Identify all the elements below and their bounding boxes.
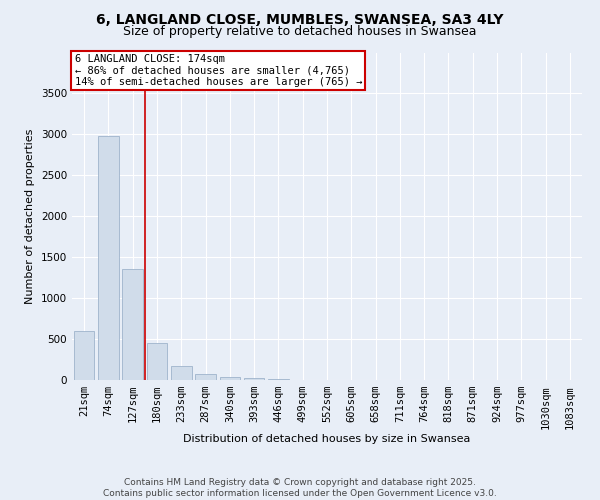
Bar [98,136,119,380]
Bar [220,376,240,380]
Bar [195,374,216,380]
Bar [244,378,265,380]
X-axis label: Distribution of detached houses by size in Swansea: Distribution of detached houses by size … [184,434,470,444]
Bar [146,343,167,380]
Y-axis label: Number of detached properties: Number of detached properties [25,128,35,304]
Bar [122,270,143,380]
Text: Size of property relative to detached houses in Swansea: Size of property relative to detached ho… [123,25,477,38]
Text: Contains HM Land Registry data © Crown copyright and database right 2025.
Contai: Contains HM Land Registry data © Crown c… [103,478,497,498]
Text: 6, LANGLAND CLOSE, MUMBLES, SWANSEA, SA3 4LY: 6, LANGLAND CLOSE, MUMBLES, SWANSEA, SA3… [96,12,504,26]
Text: 6 LANGLAND CLOSE: 174sqm
← 86% of detached houses are smaller (4,765)
14% of sem: 6 LANGLAND CLOSE: 174sqm ← 86% of detach… [74,54,362,88]
Bar [171,366,191,380]
Bar [74,331,94,380]
